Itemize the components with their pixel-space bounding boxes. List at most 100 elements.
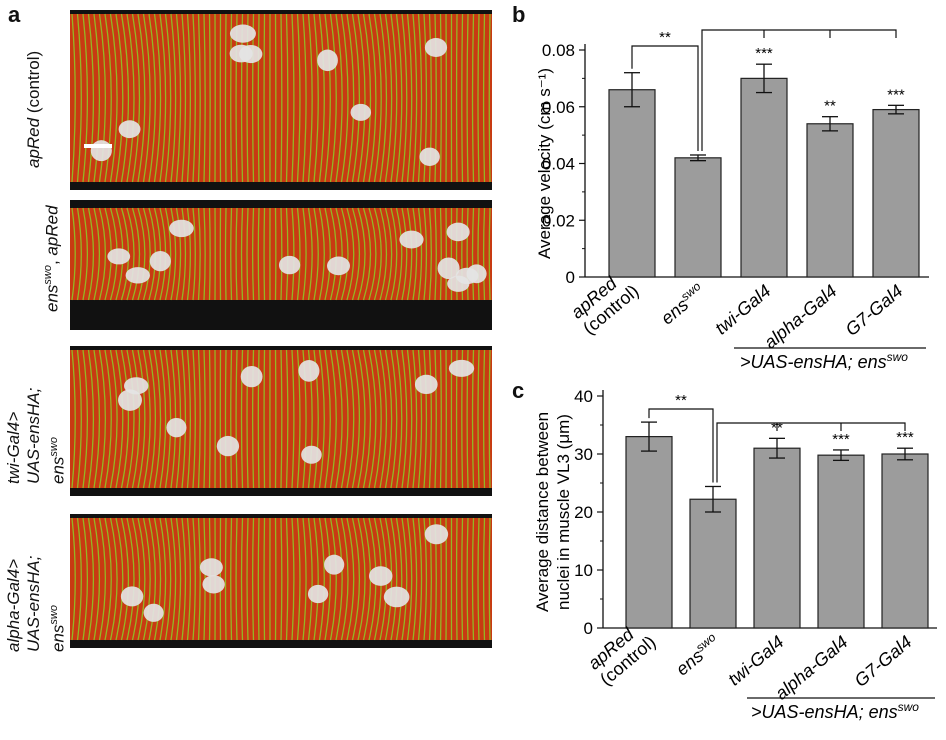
striation: [489, 350, 490, 488]
significance-label: ***: [896, 429, 914, 446]
striation: [258, 518, 259, 640]
nucleus: [399, 231, 423, 249]
bracket-label: **: [659, 29, 671, 46]
row-label-twi-rescue: twi-Gal4> UAS-ensHA; ensswo: [4, 388, 69, 484]
group-main: >UAS-ensHA; ens: [740, 352, 887, 372]
group-label: >UAS-ensHA; ensswo: [751, 700, 919, 722]
striation: [489, 14, 490, 182]
category-text: twi-Gal4: [711, 281, 774, 339]
category-label: G7-Gal4: [842, 281, 907, 340]
micrograph-control: [70, 10, 492, 190]
nucleus: [384, 587, 410, 608]
nucleus: [126, 267, 150, 283]
striation: [462, 14, 463, 182]
y-tick-label: 30: [574, 445, 593, 464]
micrograph-alpha-rescue: [70, 514, 492, 648]
nucleus: [449, 360, 474, 377]
striation: [258, 208, 259, 300]
striation: [225, 350, 226, 488]
bar: [609, 90, 655, 277]
y-axis-label: nuclei in muscle VL3 (μm): [554, 414, 573, 610]
nucleus: [166, 418, 186, 437]
nucleus: [230, 25, 256, 43]
striation: [231, 518, 232, 640]
micrograph-twi-rescue: [70, 346, 492, 496]
nucleus: [351, 104, 372, 121]
nucleus: [324, 555, 344, 575]
striation: [210, 208, 211, 300]
bar: [807, 124, 853, 277]
rescue-bracket: [702, 30, 896, 151]
nucleus: [279, 256, 300, 274]
nucleus: [425, 524, 448, 544]
striation: [462, 518, 463, 640]
striation: [231, 208, 232, 300]
significance-label: ***: [755, 45, 773, 62]
category-text: alpha-Gal4: [760, 281, 840, 353]
nucleus: [298, 360, 319, 382]
category-text: G7-Gal4: [851, 632, 916, 691]
nucleus: [144, 604, 164, 622]
category-text: twi-Gal4: [724, 632, 787, 690]
striation: [210, 350, 211, 488]
nucleus: [169, 220, 194, 237]
y-tick-label: 0.08: [542, 41, 575, 60]
significance-label: **: [824, 98, 836, 115]
significance-label: ***: [832, 431, 850, 448]
category-label: ensswo: [671, 630, 724, 679]
nucleus: [369, 566, 392, 586]
nucleus: [241, 366, 263, 387]
row-label-control: apRed (control): [24, 51, 44, 168]
nucleus: [200, 558, 223, 576]
row-label-alpha-rescue: alpha-Gal4> UAS-ensHA; ensswo: [4, 556, 69, 652]
nucleus: [301, 446, 322, 464]
bar: [741, 78, 787, 277]
nucleus: [118, 389, 142, 410]
striation: [225, 518, 226, 640]
y-tick-label: 40: [574, 387, 593, 406]
panel-a-letter: a: [8, 2, 20, 28]
nucleus: [425, 38, 447, 57]
striation: [225, 208, 226, 300]
bar: [626, 437, 672, 628]
bar: [754, 448, 800, 628]
bar: [818, 455, 864, 628]
category-text: ensswo: [656, 279, 709, 328]
striation: [231, 350, 232, 488]
nucleus: [447, 223, 470, 242]
micrograph-ens-swo: [70, 200, 492, 330]
nucleus: [107, 248, 130, 264]
striation: [225, 14, 226, 182]
bar: [675, 158, 721, 277]
nucleus: [217, 436, 239, 456]
y-tick-label: 20: [574, 503, 593, 522]
striation: [489, 518, 490, 640]
category-label: alpha-Gal4: [760, 281, 840, 353]
bar: [690, 499, 736, 628]
category-label: ensswo: [656, 279, 709, 328]
group-label: >UAS-ensHA; ensswo: [740, 350, 908, 372]
bar: [882, 454, 928, 628]
category-text: ensswo: [671, 630, 724, 679]
nucleus: [239, 45, 262, 63]
nucleus: [419, 148, 439, 166]
group-main: >UAS-ensHA; ens: [751, 702, 898, 722]
striation: [489, 208, 490, 300]
row-label-ens-swo: ensswo, apRed: [38, 205, 63, 312]
nucleus: [317, 50, 338, 72]
nucleus: [456, 268, 479, 284]
striation: [210, 14, 211, 182]
nucleus: [121, 586, 143, 606]
category-label: G7-Gal4: [851, 632, 916, 691]
category-label: twi-Gal4: [711, 281, 774, 339]
striation: [231, 14, 232, 182]
category-label: twi-Gal4: [724, 632, 787, 690]
nucleus: [415, 375, 438, 394]
group-sup: swo: [898, 700, 920, 714]
rescue-bracket: [717, 423, 905, 482]
scale-bar: [84, 144, 112, 148]
bracket-label: **: [675, 392, 687, 409]
y-axis-label: Average velocity (cm s⁻¹): [535, 68, 554, 259]
